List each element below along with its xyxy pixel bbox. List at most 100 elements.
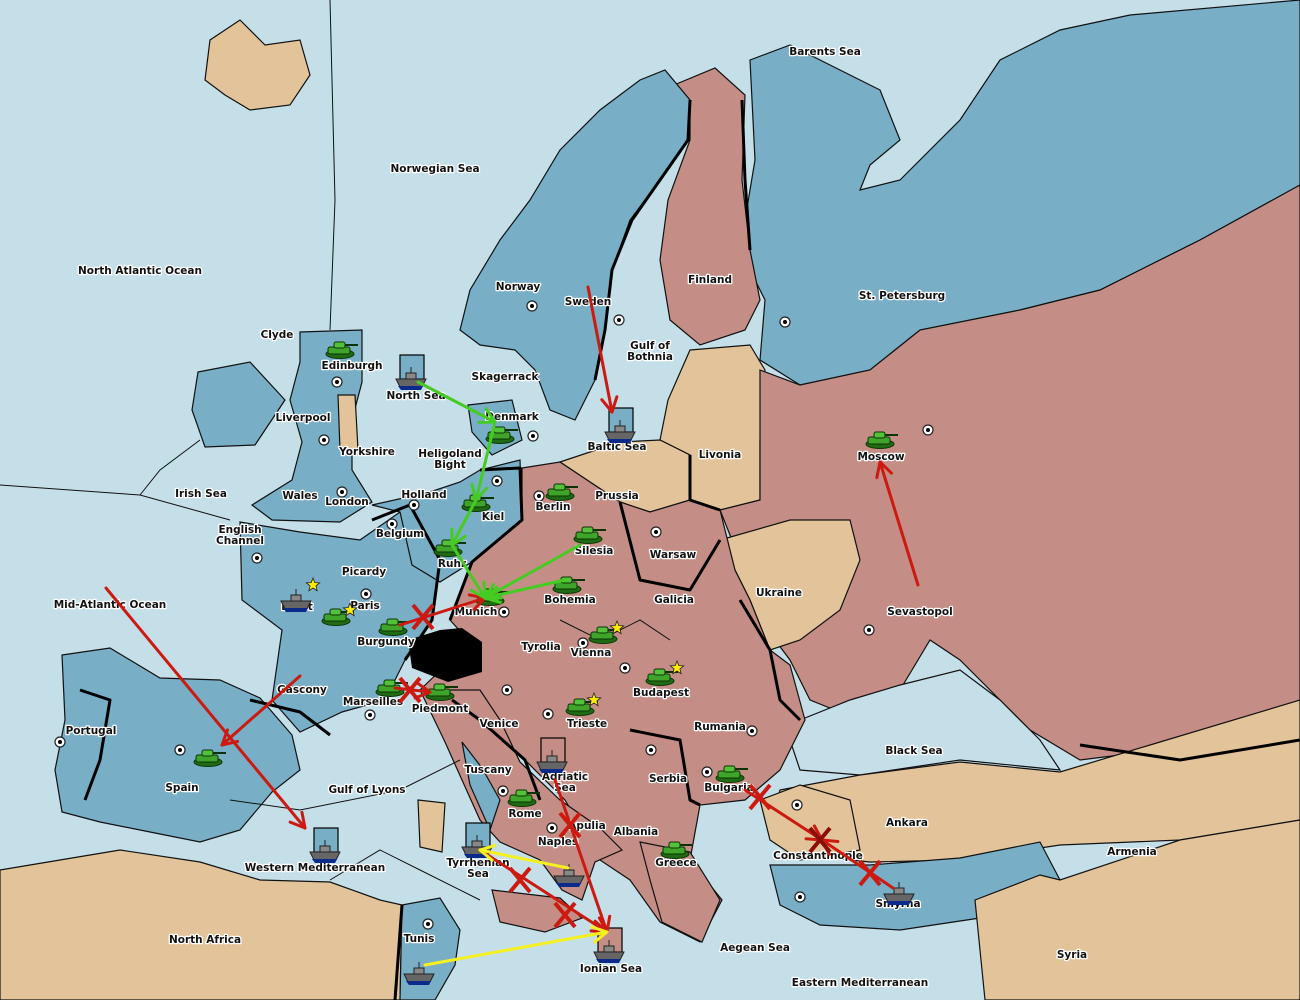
fleet-ship-icon-western-mediterranean[interactable] bbox=[309, 827, 341, 863]
fleet-ship-icon-brest[interactable] bbox=[280, 589, 312, 612]
supply-center-icon bbox=[422, 918, 434, 930]
label-trieste: Trieste bbox=[567, 718, 607, 730]
supply-center-icon bbox=[791, 799, 803, 811]
label-kiel: Kiel bbox=[482, 511, 504, 523]
label-marseilles: Marseilles bbox=[343, 696, 403, 708]
label-piedmont: Piedmont bbox=[412, 703, 469, 715]
supply-center-icon bbox=[650, 526, 662, 538]
supply-center-icon bbox=[336, 486, 348, 498]
label-ionian-sea: Ionian Sea bbox=[580, 963, 642, 975]
label-moscow: Moscow bbox=[857, 451, 904, 463]
region-yorkshire[interactable] bbox=[337, 394, 359, 451]
region-st-petersburg[interactable] bbox=[739, 0, 1300, 386]
supply-center-icon bbox=[174, 744, 186, 756]
army-tank-icon-edinburgh[interactable] bbox=[325, 341, 358, 359]
failed-order-x-icon bbox=[808, 826, 832, 854]
army-tank-icon-bulgaria[interactable] bbox=[715, 765, 748, 783]
label-yorkshire: Yorkshire bbox=[338, 446, 395, 458]
supply-center-icon bbox=[318, 434, 330, 446]
star-icon bbox=[609, 619, 625, 635]
label-gulf-of-lyons: Gulf of Lyons bbox=[328, 784, 405, 796]
failed-order-x-icon bbox=[558, 811, 582, 839]
label-burgundy: Burgundy bbox=[357, 636, 415, 648]
iceland bbox=[204, 19, 311, 111]
label-rumania: Rumania bbox=[694, 721, 746, 733]
orders-layer bbox=[104, 285, 920, 967]
switzerland-impassable bbox=[408, 628, 482, 682]
order-arrow-north-sea-to-denmark bbox=[416, 380, 497, 424]
region-finland[interactable] bbox=[659, 67, 761, 346]
supply-center-icon bbox=[863, 624, 875, 636]
label-tuscany: Tuscany bbox=[464, 764, 512, 776]
label-munich: Munich bbox=[455, 606, 498, 618]
region-syria[interactable] bbox=[974, 819, 1300, 1000]
label-north-africa: North Africa bbox=[169, 934, 241, 946]
fleet-ship-icon-tyrrhenian-sea[interactable] bbox=[461, 822, 493, 858]
failed-order-x-icon bbox=[748, 783, 772, 811]
army-tank-icon-paris[interactable] bbox=[321, 608, 354, 626]
label-wales: Wales bbox=[282, 490, 317, 502]
region-greece[interactable] bbox=[639, 841, 721, 943]
fleet-ship-icon-smyrna[interactable] bbox=[883, 882, 915, 905]
supply-center-icon bbox=[526, 300, 538, 312]
order-arrow-gascony-to-spain bbox=[220, 674, 302, 747]
fleet-ship-icon-tunis[interactable] bbox=[403, 962, 435, 985]
order-arrow-bohemia-to-munich bbox=[483, 578, 567, 604]
army-tank-icon-greece[interactable] bbox=[660, 841, 693, 859]
supply-centers bbox=[54, 300, 934, 930]
label-norway: Norway bbox=[496, 281, 541, 293]
star-icon bbox=[669, 659, 685, 675]
label-edinburgh: Edinburgh bbox=[322, 360, 383, 372]
supply-center-icon bbox=[542, 708, 554, 720]
units-layer bbox=[193, 341, 915, 985]
army-tank-icon-piedmont[interactable] bbox=[425, 683, 458, 701]
label-warsaw: Warsaw bbox=[650, 549, 697, 561]
order-arrow-denmark-to-kiel bbox=[470, 420, 497, 502]
failed-order-x-icon bbox=[858, 859, 882, 887]
label-rome: Rome bbox=[508, 808, 541, 820]
label-picardy: Picardy bbox=[342, 566, 386, 578]
army-tank-icon-vienna[interactable] bbox=[588, 626, 621, 644]
star-icon bbox=[305, 576, 321, 592]
army-tank-icon-moscow[interactable] bbox=[865, 431, 898, 449]
army-tank-icon-berlin[interactable] bbox=[545, 483, 578, 501]
label-liverpool: Liverpool bbox=[276, 412, 331, 424]
army-tank-icon-budapest[interactable] bbox=[645, 668, 678, 686]
label-bulgaria: Bulgaria bbox=[704, 782, 754, 794]
supply-center-icon bbox=[251, 552, 263, 564]
label-western-mediterranean: Western Mediterranean bbox=[245, 862, 385, 874]
label-clyde: Clyde bbox=[261, 329, 294, 341]
army-tank-icon-silesia[interactable] bbox=[573, 526, 606, 544]
army-tank-icon-bohemia[interactable] bbox=[552, 576, 585, 594]
region-north-africa[interactable] bbox=[0, 849, 403, 1000]
label-skagerrack: Skagerrack bbox=[472, 371, 540, 383]
territory-labels: Barents Sea Norwegian Sea North Atlantic O… bbox=[52, 45, 1158, 991]
label-budapest: Budapest bbox=[633, 687, 689, 699]
label-holland: Holland bbox=[401, 489, 446, 501]
label-north-sea: North Sea bbox=[386, 390, 445, 402]
region-britain[interactable] bbox=[250, 329, 373, 523]
supply-center-icon bbox=[701, 766, 713, 778]
label-mid-atlantic-ocean: Mid-Atlantic Ocean bbox=[54, 599, 167, 611]
island-sardinia bbox=[417, 799, 446, 853]
army-tank-icon-spain[interactable] bbox=[193, 749, 226, 767]
label-bohemia: Bohemia bbox=[544, 594, 595, 606]
supply-center-icon bbox=[491, 475, 503, 487]
army-tank-icon-rome[interactable] bbox=[507, 789, 540, 807]
fleet-ship-icon-baltic-sea[interactable] bbox=[604, 407, 636, 443]
label-finland: Finland bbox=[688, 274, 732, 286]
region-tuscany-coast[interactable] bbox=[461, 741, 501, 832]
fleet-ship-icon-naples[interactable] bbox=[553, 864, 585, 887]
supply-center-icon bbox=[619, 662, 631, 674]
label-serbia: Serbia bbox=[649, 773, 687, 785]
fleet-ship-icon-adriatic-sea[interactable] bbox=[536, 737, 568, 773]
label-heligoland-bight: Heligoland Bight bbox=[418, 448, 482, 471]
label-livonia: Livonia bbox=[699, 449, 742, 461]
label-barents-sea: Barents Sea bbox=[789, 46, 861, 58]
star-icon bbox=[342, 601, 358, 617]
label-spain: Spain bbox=[165, 782, 198, 794]
label-portugal: Portugal bbox=[66, 725, 117, 737]
